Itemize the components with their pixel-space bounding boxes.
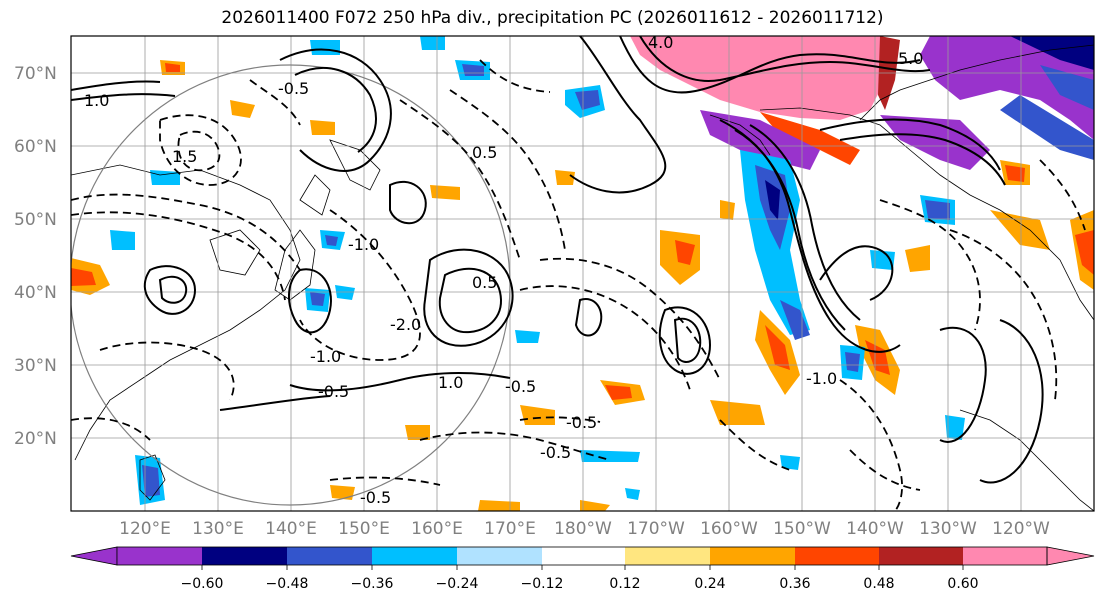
contour-label: -0.5 xyxy=(566,413,597,432)
contour-label: 1.0 xyxy=(84,91,109,110)
contour-label: 1.5 xyxy=(172,147,197,166)
contour-label: -1.0 xyxy=(348,235,379,254)
contour-label: 0.5 xyxy=(472,143,497,162)
colorbar-tick-label: −0.24 xyxy=(436,576,479,592)
lon-label: 170°W xyxy=(627,519,685,539)
lat-label: 70°N xyxy=(14,64,57,84)
colorbar-tick-label: 0.48 xyxy=(863,576,894,592)
colorbar-bin xyxy=(963,547,1047,565)
lat-label: 20°N xyxy=(14,429,57,449)
contour-label: -0.5 xyxy=(318,382,349,401)
longitude-labels: 120°E 130°E 140°E 150°E 160°E 170°E 180°… xyxy=(119,519,1050,539)
plot-title: 2026011400 F072 250 hPa div., precipitat… xyxy=(221,8,884,28)
colorbar-tick-label: −0.60 xyxy=(181,576,224,592)
colorbar-tick-label: −0.36 xyxy=(351,576,394,592)
contour-label: -2.0 xyxy=(390,315,421,334)
colorbar-extend-left xyxy=(70,546,118,566)
colorbar-tick-label: 0.12 xyxy=(609,576,640,592)
lon-label: 120°E xyxy=(119,519,171,539)
colorbar-bin xyxy=(457,547,542,565)
colorbar-bin xyxy=(710,547,795,565)
lon-label: 140°W xyxy=(846,519,904,539)
colorbar-tick-label: −0.12 xyxy=(521,576,564,592)
contour-label: 5.0 xyxy=(898,49,923,68)
lon-label: 140°E xyxy=(265,519,317,539)
colorbar-tick-label: 0.36 xyxy=(779,576,810,592)
colorbar-bin xyxy=(795,547,879,565)
lon-label: 150°E xyxy=(338,519,390,539)
lat-label: 40°N xyxy=(14,283,57,303)
contour-label: -0.5 xyxy=(278,79,309,98)
lon-label: 170°E xyxy=(484,519,536,539)
colorbar-tick-label: −0.48 xyxy=(266,576,309,592)
lat-label: 30°N xyxy=(14,356,57,376)
lat-label: 50°N xyxy=(14,210,57,230)
colorbar-outline xyxy=(116,546,1048,566)
lon-label: 150°W xyxy=(773,519,831,539)
latitude-labels: 70°N 60°N 50°N 40°N 30°N 20°N xyxy=(14,64,57,449)
colorbar-bin xyxy=(542,547,625,565)
shaded-anomalies xyxy=(71,36,1094,511)
colorbar-bin xyxy=(202,547,287,565)
colorbar-tick-labels: −0.60 −0.48 −0.36 −0.24 −0.12 0.12 0.24 … xyxy=(181,576,979,592)
colorbar-bin xyxy=(372,547,457,565)
colorbar-bin xyxy=(879,547,963,565)
lat-label: 60°N xyxy=(14,137,57,157)
lon-label: 180°W xyxy=(554,519,612,539)
negative-contours xyxy=(71,59,1086,511)
colorbar-tick-label: 0.24 xyxy=(694,576,725,592)
contour-label: 4.0 xyxy=(648,33,673,52)
contour-labels: 4.0 1.0 -0.5 0.5 -1.0 1.5 -2.0 -0.5 -0.5… xyxy=(84,33,923,507)
colorbar-bin xyxy=(287,547,372,565)
colorbar-ticks xyxy=(201,565,964,570)
map-border xyxy=(70,35,1095,512)
positive-contours xyxy=(71,36,1044,484)
colorbar-extend-right xyxy=(1046,546,1095,566)
contour-label: 1.0 xyxy=(438,373,463,392)
coastlines xyxy=(71,44,1094,511)
colorbar-bin xyxy=(117,547,202,565)
contour-label: -0.5 xyxy=(540,443,571,462)
reference-circle xyxy=(71,64,511,506)
lon-label: 130°E xyxy=(192,519,244,539)
colorbar-bin xyxy=(625,547,710,565)
contour-label: -0.5 xyxy=(505,377,536,396)
colorbar: −0.60 −0.48 −0.36 −0.24 −0.12 0.12 0.24 … xyxy=(70,546,1095,592)
lon-label: 160°E xyxy=(411,519,463,539)
contour-label: -1.0 xyxy=(806,369,837,388)
contour-label: -1.0 xyxy=(310,347,341,366)
lon-label: 130°W xyxy=(919,519,977,539)
lon-label: 160°W xyxy=(700,519,758,539)
contour-label: -0.5 xyxy=(360,488,391,507)
contour-label: 0.5 xyxy=(472,273,497,292)
lon-label: 120°W xyxy=(992,519,1050,539)
colorbar-tick-label: 0.60 xyxy=(947,576,978,592)
